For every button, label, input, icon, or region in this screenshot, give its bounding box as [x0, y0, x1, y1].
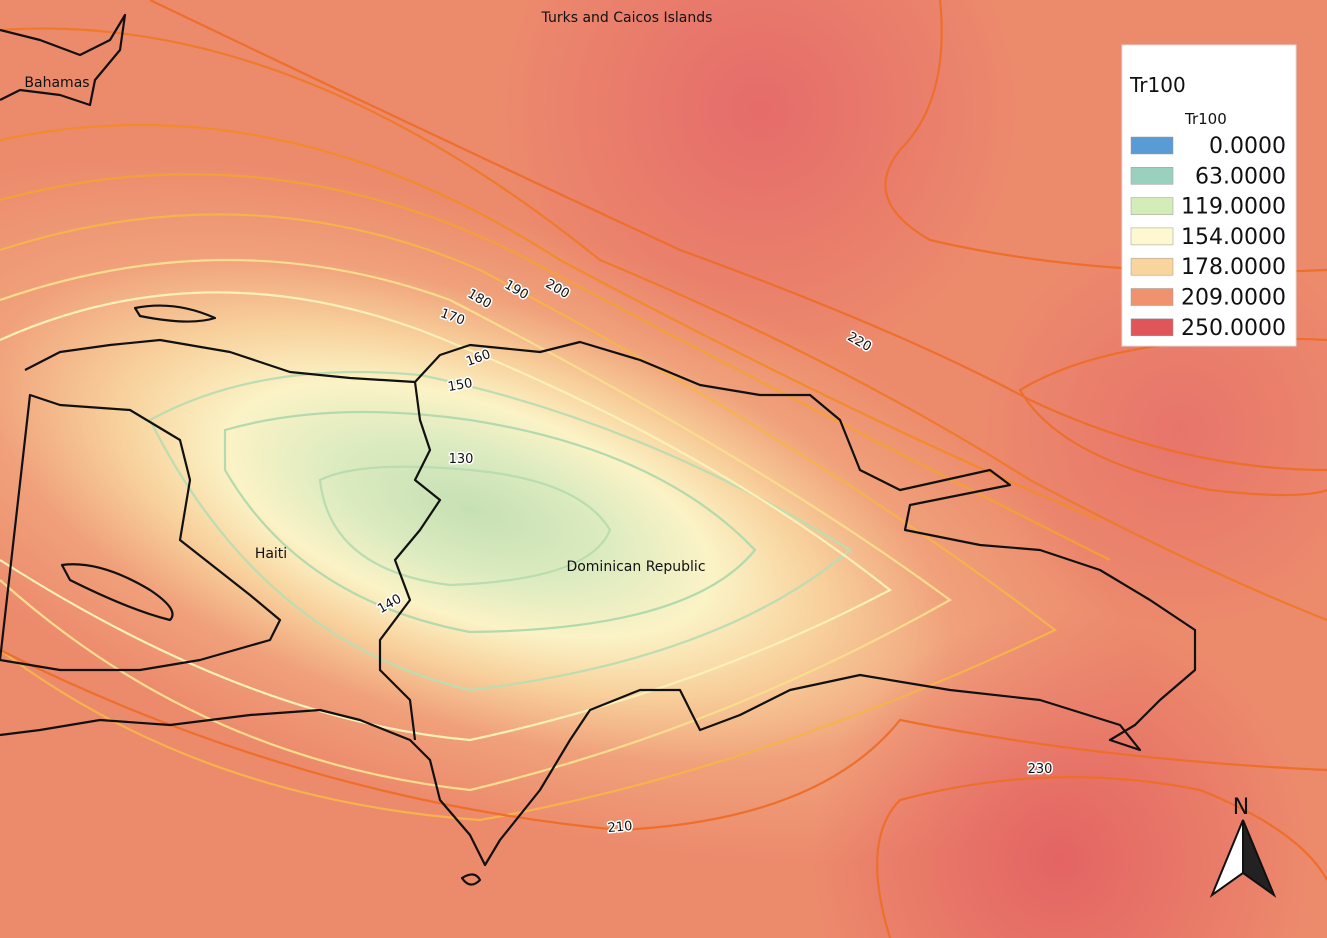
- contour-line: [876, 776, 1327, 938]
- place-label: Haiti: [255, 546, 287, 562]
- bahamas-island: [0, 13, 127, 107]
- north-arrow-right: [1242, 819, 1277, 898]
- contour-label: 210: [607, 819, 633, 836]
- place-label: Turks and Caicos Islands: [541, 10, 713, 26]
- legend-title: Tr100: [1129, 73, 1186, 97]
- legend-label: 154.0000: [1181, 225, 1286, 250]
- coastlines: [0, 13, 1197, 886]
- place-label: Dominican Republic: [566, 559, 705, 575]
- legend-swatch: [1130, 318, 1174, 337]
- legend-subtitle: Tr100: [1184, 110, 1227, 128]
- legend-swatch: [1130, 197, 1174, 215]
- place-label: Bahamas: [24, 75, 89, 91]
- north-arrow: N: [1209, 795, 1277, 898]
- contour-line: [148, 370, 852, 692]
- contour-line: [0, 649, 1327, 832]
- legend-label: 119.0000: [1181, 195, 1286, 220]
- contour-line: [0, 123, 1101, 522]
- legend-swatch: [1130, 136, 1174, 155]
- contour-line: [0, 291, 893, 742]
- contour-line: [0, 27, 1327, 622]
- small-island: [460, 873, 482, 886]
- gonave-island: [60, 563, 174, 622]
- legend-label: 209.0000: [1181, 286, 1286, 311]
- hispaniola: [0, 338, 1197, 867]
- contour-line: [0, 213, 1058, 822]
- contour-line: [0, 258, 953, 792]
- contour-label: 230: [1028, 762, 1053, 777]
- legend-swatch: [1130, 167, 1174, 185]
- contour-line: [149, 0, 1327, 472]
- contour-line: [318, 465, 612, 587]
- north-label: N: [1233, 795, 1249, 820]
- legend-swatch: [1130, 227, 1174, 246]
- legend-label: 63.0000: [1195, 164, 1286, 189]
- contour-line: [223, 410, 757, 634]
- border: [378, 381, 442, 741]
- tortuga-island: [133, 304, 217, 323]
- legend-swatch: [1130, 257, 1174, 276]
- legend-label: 0.0000: [1209, 134, 1286, 159]
- contour-label: 150: [447, 376, 474, 395]
- legend-label: 178.0000: [1181, 255, 1286, 280]
- legend-items: 0.0000 63.0000 119.0000 154.0000 178.0000 209…: [1130, 134, 1286, 341]
- legend-label: 250.0000: [1181, 316, 1286, 341]
- legend-swatch: [1130, 288, 1174, 306]
- legend: Tr100 Tr100 0.0000 63.0000 119.0000 154.000…: [1121, 44, 1297, 347]
- contour-line: [0, 173, 1111, 561]
- contour-label: 130: [449, 452, 474, 467]
